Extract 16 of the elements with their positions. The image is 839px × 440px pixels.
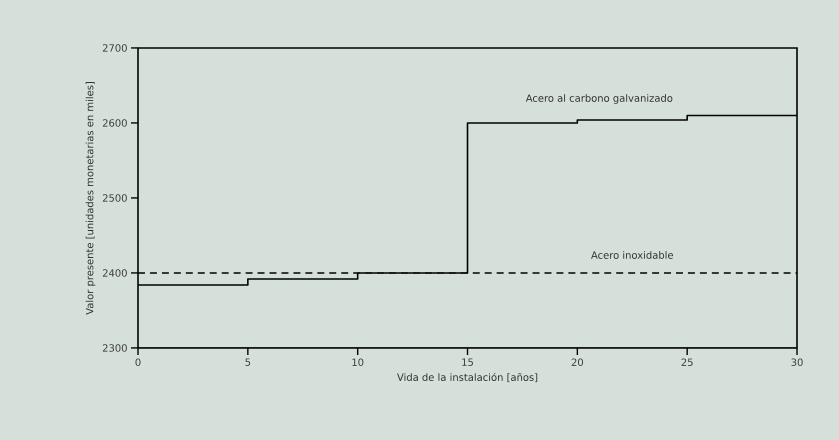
- y-tick-label: 2700: [102, 44, 127, 52]
- series-label: Acero inoxidable: [591, 251, 674, 259]
- y-tick-label: 2300: [102, 344, 127, 352]
- x-axis-title: Vida de la instalación [años]: [397, 372, 538, 382]
- x-tick-label: 5: [245, 358, 250, 366]
- y-axis-title: Valor presente [unidades monetarias en miles]: [86, 82, 96, 315]
- x-tick-label: 0: [135, 358, 141, 366]
- x-tick-label: 20: [572, 358, 584, 366]
- x-tick-label: 15: [462, 358, 473, 366]
- series-label: Acero al carbono galvanizado: [526, 94, 672, 104]
- y-tick-label: 2600: [102, 119, 127, 127]
- x-tick-label: 10: [352, 358, 364, 366]
- y-tick-label: 2500: [102, 194, 127, 202]
- x-tick-label: 30: [791, 358, 803, 366]
- y-tick-label: 2400: [102, 269, 127, 277]
- x-tick-label: 25: [682, 358, 693, 366]
